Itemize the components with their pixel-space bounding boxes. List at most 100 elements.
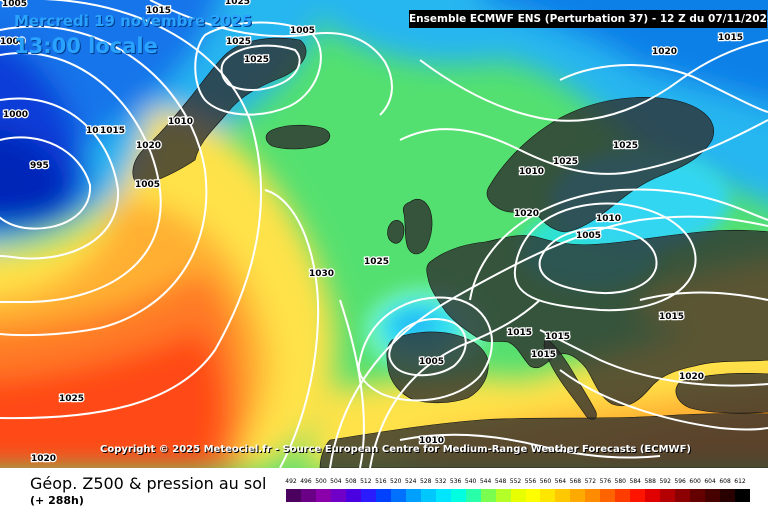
isobar — [559, 369, 768, 431]
legend-label: 548 — [494, 478, 507, 485]
legend-swatch — [315, 489, 331, 502]
legend-swatch — [330, 489, 346, 502]
isobar — [538, 226, 658, 294]
legend-label: 564 — [554, 478, 567, 485]
legend-label: 572 — [584, 478, 597, 485]
legend-swatch — [300, 489, 316, 502]
isobar-labels: 1005 1015 1025 1000 1000 995 1015 1015 1… — [0, 0, 744, 465]
forecast-local-time: 13:00 locale — [14, 34, 158, 58]
isobar-label: 1025 — [225, 0, 250, 7]
legend-swatch — [570, 489, 586, 502]
isobar-label: 1015 — [100, 126, 125, 136]
isobar-label: 1010 — [419, 436, 444, 446]
isobar — [559, 64, 768, 113]
legend-label: 508 — [345, 478, 357, 485]
isobar — [0, 136, 92, 230]
isobar-label: 1010 — [596, 214, 621, 224]
isobar — [0, 52, 162, 303]
legend-label: 576 — [599, 478, 612, 485]
isobar-label: 1020 — [136, 141, 161, 151]
legend-swatch — [600, 489, 616, 502]
legend-swatch — [645, 489, 661, 502]
legend-label: 512 — [360, 478, 372, 485]
isobar — [0, 25, 208, 337]
run-info-banner: Ensemble ECMWF ENS (Perturbation 37) - 1… — [409, 10, 768, 28]
legend-label: 536 — [449, 478, 462, 485]
iberia — [386, 331, 489, 404]
legend-label: 504 — [330, 478, 342, 485]
legend-label: 524 — [405, 478, 417, 485]
legend-label: 528 — [419, 478, 432, 485]
isobar — [339, 299, 365, 468]
legend-swatch — [585, 489, 601, 502]
isobar-label: 1020 — [31, 454, 56, 464]
isobar-label: 1010 — [168, 117, 193, 127]
isobar — [399, 433, 661, 459]
forecast-date: Mercredi 19 novembre 2025 — [14, 12, 253, 30]
isobar-label: 1000 — [3, 110, 28, 120]
british-isles — [387, 198, 433, 255]
isobar-label: 1005 — [419, 357, 444, 367]
isobar — [0, 0, 263, 420]
isobar — [220, 44, 301, 91]
legend-swatch — [435, 489, 451, 502]
iceland — [265, 124, 331, 150]
legend-label: 568 — [569, 478, 582, 485]
isobar-label: 1010 — [519, 167, 544, 177]
weather-map: 1005 1015 1025 1000 1000 995 1015 1015 1… — [0, 0, 768, 468]
isobar-label: 1020 — [679, 372, 704, 382]
europe-mainland — [426, 229, 768, 407]
greenland — [132, 37, 307, 187]
legend-swatch — [690, 489, 706, 502]
legend-label: 560 — [539, 478, 552, 485]
legend-label: 604 — [704, 478, 716, 485]
legend-label: 496 — [300, 478, 312, 485]
isobar-label: 1015 — [531, 350, 556, 360]
isobar — [0, 97, 120, 260]
isobar-label: 1025 — [364, 257, 389, 267]
legend-swatch — [420, 489, 436, 502]
isobar-label: 1025 — [553, 157, 578, 167]
isobar-label: 1025 — [244, 55, 269, 65]
isobar — [513, 202, 697, 312]
forecast-lead-time: (+ 288h) — [30, 494, 84, 507]
isobar-label: 1025 — [226, 37, 251, 47]
scandinavia — [486, 97, 714, 233]
isobars — [0, 0, 768, 468]
isobar-label: 1015 — [659, 312, 684, 322]
color-legend: 492 496 500 504 508 512 516 520 524 528 532 536 540 5… — [285, 478, 751, 502]
land-masses — [132, 37, 768, 468]
legend-label: 608 — [719, 478, 731, 485]
isobar — [357, 296, 493, 402]
isobar-label: 1005 — [135, 180, 160, 190]
legend-swatch — [345, 489, 361, 502]
isobar-label: 995 — [30, 161, 49, 171]
legend-swatch — [465, 489, 481, 502]
map-title: Géop. Z500 & pression au sol — [30, 474, 267, 493]
legend-swatch — [405, 489, 421, 502]
legend-label: 544 — [479, 478, 492, 485]
isobar — [194, 21, 322, 116]
legend-swatch — [735, 489, 751, 502]
isobar-label: 1015 — [718, 33, 743, 43]
legend-label: 600 — [689, 478, 701, 485]
isobar — [369, 299, 541, 468]
legend-swatch — [390, 489, 406, 502]
legend-swatch — [360, 489, 376, 502]
legend-swatch — [555, 489, 571, 502]
isobar — [539, 329, 768, 387]
legend-swatch — [450, 489, 466, 502]
legend-swatch — [495, 489, 511, 502]
north-africa — [319, 413, 768, 468]
isobar-label: 1030 — [309, 269, 334, 279]
isobar — [149, 0, 393, 116]
legend-label: 516 — [375, 478, 387, 485]
legend-swatch — [540, 489, 556, 502]
isobar-label: 1015 — [146, 6, 171, 16]
isobar — [399, 119, 768, 175]
isobar-label: 1005 — [576, 231, 601, 241]
isobar-label: 1000 — [0, 37, 25, 47]
legend-swatch — [705, 489, 721, 502]
legend-swatch — [375, 489, 391, 502]
legend-label: 588 — [644, 478, 656, 485]
